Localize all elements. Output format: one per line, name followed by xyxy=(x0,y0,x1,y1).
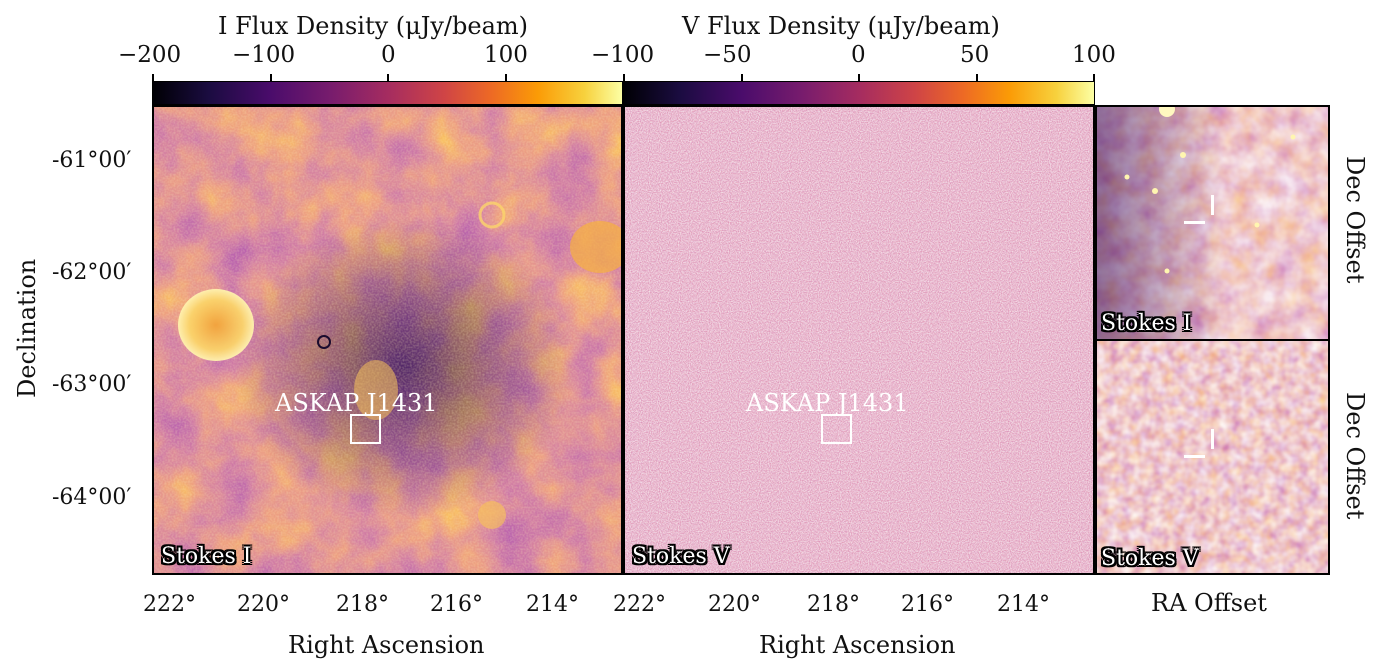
colorbar-tick xyxy=(387,74,389,81)
colorbar-tick xyxy=(858,74,860,81)
colorbar-i-title: I Flux Density (μJy/beam) xyxy=(218,12,529,40)
source-marker-vertical xyxy=(1211,429,1214,449)
stokes-i-image-panel xyxy=(152,105,623,575)
colorbar-tick xyxy=(152,74,154,81)
colorbar-i-tick-label: 0 xyxy=(381,42,396,68)
colorbar-tick xyxy=(976,74,978,81)
x-tick-label: 216° xyxy=(901,592,954,617)
y-tick-label: -61°00′ xyxy=(52,148,132,173)
stokes-v-image-panel xyxy=(623,105,1095,575)
zoom-stokes-i-panel xyxy=(1095,105,1330,341)
colorbar-i-tick-label: −200 xyxy=(118,42,182,68)
y-tick-label: -64°00′ xyxy=(52,485,132,510)
y-axis-label: Declination xyxy=(13,258,41,398)
y-tick-label: -63°00′ xyxy=(52,372,132,397)
x-tick-label: 222° xyxy=(613,592,666,617)
x-axis-label: Right Ascension xyxy=(759,631,956,659)
colorbar-v-title: V Flux Density (μJy/beam) xyxy=(682,12,1000,40)
y-tick-label: -62°00′ xyxy=(52,260,132,285)
colorbar-i-tick-label: −100 xyxy=(232,42,296,68)
stokes-label: Stokes I xyxy=(1101,311,1192,336)
source-label: ASKAP J1431 xyxy=(275,389,438,417)
source-box xyxy=(350,414,381,444)
zoom-dec-offset-label: Dec Offset xyxy=(1341,392,1369,520)
zoom-dec-offset-label: Dec Offset xyxy=(1341,156,1369,284)
zoom-stokes-v-panel xyxy=(1095,339,1330,575)
stokes-label: Stokes V xyxy=(1101,546,1199,571)
x-tick-label: 218° xyxy=(336,592,389,617)
x-tick-label: 214° xyxy=(526,592,579,617)
source-marker-vertical xyxy=(1211,195,1214,215)
x-tick-label: 214° xyxy=(997,592,1050,617)
colorbar-tick xyxy=(270,74,272,81)
stokes-label: Stokes V xyxy=(632,544,730,569)
source-box xyxy=(821,414,852,444)
colorbar-v-tick-label: 0 xyxy=(851,42,866,68)
colorbar-v xyxy=(623,81,1095,105)
colorbar-tick xyxy=(1093,74,1095,81)
x-tick-label: 220° xyxy=(237,592,290,617)
colorbar-i xyxy=(152,81,623,105)
x-tick-label: 216° xyxy=(430,592,483,617)
x-tick-label: 222° xyxy=(143,592,196,617)
x-tick-label: 218° xyxy=(807,592,860,617)
colorbar-tick xyxy=(505,74,507,81)
source-marker-horizontal xyxy=(1184,221,1205,224)
colorbar-i-tick-label: 100 xyxy=(484,42,528,68)
source-marker-horizontal xyxy=(1184,455,1205,458)
stokes-label: Stokes I xyxy=(161,544,252,569)
zoom-x-axis-label: RA Offset xyxy=(1151,589,1267,617)
x-tick-label: 220° xyxy=(708,592,761,617)
colorbar-tick xyxy=(623,74,625,81)
colorbar-tick xyxy=(741,74,743,81)
colorbar-v-tick-label: −50 xyxy=(703,42,752,68)
colorbar-v-tick-label: 50 xyxy=(960,42,990,68)
colorbar-v-tick-label: −100 xyxy=(591,42,655,68)
colorbar-v-tick-label: 100 xyxy=(1072,42,1116,68)
source-label: ASKAP J1431 xyxy=(746,389,909,417)
x-axis-label: Right Ascension xyxy=(288,631,485,659)
